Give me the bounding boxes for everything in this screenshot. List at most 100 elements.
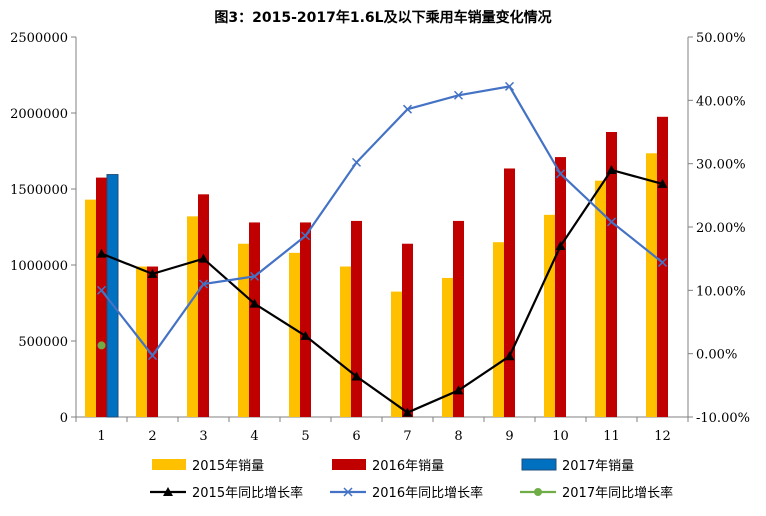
right-tick-label: 0.00%	[696, 348, 737, 363]
x-tick-label: 8	[454, 429, 462, 444]
point-2015-growth	[300, 330, 311, 340]
x-tick-label: 10	[552, 429, 569, 444]
x-marker-stroke	[402, 104, 413, 114]
right-tick-label: 40.00%	[696, 94, 746, 109]
x-tick-label: 5	[301, 429, 309, 444]
bar-2015-10	[544, 214, 555, 417]
bar-2016-4	[249, 222, 260, 417]
lines-layer	[96, 81, 668, 417]
x-tick-label: 7	[403, 429, 411, 444]
x-tick-label: 12	[654, 429, 671, 444]
point-2015-growth	[351, 371, 362, 381]
x-marker-stroke	[198, 279, 209, 289]
x-marker-stroke	[453, 90, 464, 100]
bar-2015-6	[340, 266, 351, 417]
bar-2015-5	[289, 252, 300, 417]
point-2015-growth	[555, 241, 566, 250]
x-marker-stroke	[606, 217, 617, 227]
right-tick-label: 30.00%	[696, 158, 746, 173]
legend-marker	[343, 487, 353, 497]
point-2016-growth	[300, 231, 311, 241]
bar-2016-10	[555, 157, 566, 417]
point-2016-growth	[147, 351, 158, 361]
bar-2016-9	[504, 168, 515, 417]
x-tick-label: 2	[148, 429, 156, 444]
legend-marker	[534, 488, 542, 496]
legend: 2015年销量 2016年销量 2017年销量 2015年同比增长率 2016年同比增长…	[150, 458, 673, 501]
point-2015-growth	[453, 385, 464, 395]
axes: 0 500000 1000000 1500000 2000000 2500000 -10.0…	[10, 31, 750, 444]
x-tick-label: 4	[250, 429, 258, 444]
bar-2016-2	[147, 266, 158, 417]
x-marker-stroke	[351, 157, 362, 167]
point-2016-growth	[249, 271, 260, 281]
bar-2016-8	[453, 220, 464, 417]
bar-2016-12	[657, 116, 668, 418]
point-2016-growth	[504, 81, 515, 91]
point-2016-growth	[606, 217, 617, 227]
bar-2015-1	[85, 199, 96, 417]
x-marker-stroke	[300, 231, 311, 241]
left-tick-label: 1500000	[10, 183, 68, 198]
bar-2015-12	[646, 153, 657, 417]
point-2016-growth	[453, 90, 464, 100]
point-2016-growth	[657, 257, 668, 267]
x-marker-stroke	[657, 257, 668, 267]
bar-2016-6	[351, 220, 362, 417]
point-2016-growth	[96, 285, 107, 295]
x-tick-label: 3	[199, 429, 207, 444]
bar-2015-9	[493, 242, 504, 417]
legend-label: 2017年销量	[562, 459, 634, 474]
bar-2015-8	[442, 277, 453, 417]
legend-label: 2015年销量	[192, 459, 264, 474]
legend-label: 2015年同比增长率	[192, 485, 303, 501]
point-2016-growth	[198, 279, 209, 289]
point-2015-growth	[96, 248, 107, 258]
left-tick-label: 2000000	[10, 107, 68, 122]
bar-2016-11	[606, 132, 617, 417]
bar-2016-1	[96, 177, 107, 417]
x-tick-label: 11	[603, 429, 620, 444]
x-tick-label: 6	[352, 429, 360, 444]
bar-2015-3	[187, 216, 198, 417]
chart-title: 图3：2015-2017年1.6L及以下乘用车销量变化情况	[214, 9, 551, 26]
point-2016-growth	[402, 104, 413, 114]
bar-2016-3	[198, 194, 209, 417]
right-tick-label: 20.00%	[696, 221, 746, 236]
bar-2015-4	[238, 243, 249, 417]
point-2016-growth	[555, 169, 566, 179]
legend-swatch-2017年销量	[521, 458, 557, 471]
x-marker-stroke	[96, 285, 107, 295]
point-2015-growth	[606, 165, 617, 174]
point-2015-growth	[249, 298, 260, 308]
bar-2017-1	[106, 174, 119, 418]
legend-swatch-2016年销量	[332, 459, 366, 470]
legend-label: 2017年同比增长率	[562, 485, 673, 501]
right-tick-label: 10.00%	[696, 284, 746, 299]
line-2015年同比增长率	[101, 168, 663, 414]
x-marker-stroke	[147, 351, 158, 361]
bar-2016-5	[300, 222, 311, 417]
point-2015-growth	[198, 253, 209, 263]
left-tick-label: 0	[60, 411, 68, 426]
x-marker-stroke	[249, 271, 260, 281]
x-marker-stroke	[504, 81, 515, 91]
right-tick-label: -10.00%	[696, 411, 750, 426]
x-tick-label: 9	[505, 429, 513, 444]
left-tick-label: 1000000	[10, 259, 68, 274]
line-2016年同比增长率	[100, 85, 664, 358]
x-marker-stroke	[555, 169, 566, 179]
legend-label: 2016年同比增长率	[372, 485, 483, 501]
point-2015-growth	[504, 351, 515, 361]
legend-marker	[163, 487, 173, 496]
bar-2015-11	[595, 180, 606, 417]
point-2015-growth	[147, 268, 158, 278]
point-2017-growth	[97, 341, 106, 350]
left-tick-label: 2500000	[10, 31, 68, 46]
bar-2015-7	[391, 291, 402, 417]
legend-label: 2016年销量	[372, 459, 444, 474]
point-2015-growth	[402, 407, 413, 417]
bar-2016-7	[402, 243, 413, 417]
left-tick-label: 500000	[18, 335, 68, 350]
